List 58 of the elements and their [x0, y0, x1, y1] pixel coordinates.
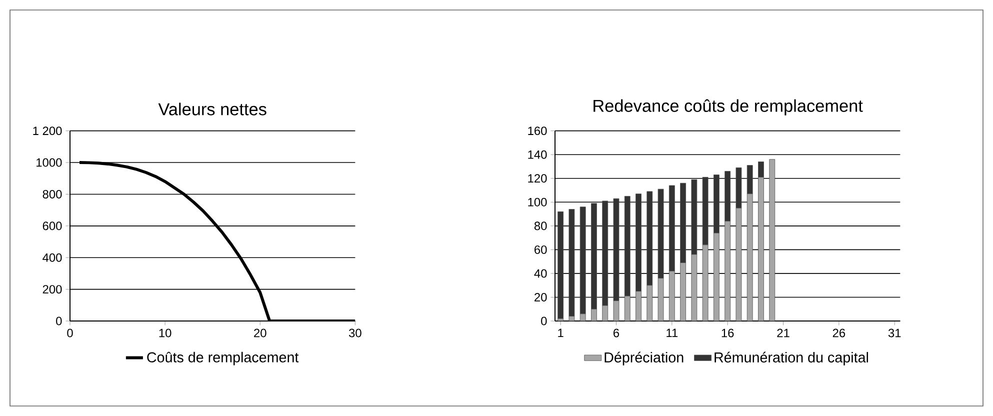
x-tick-label: 30	[348, 328, 362, 338]
y-tick-label: 140	[528, 150, 547, 159]
bar	[736, 167, 742, 208]
bar	[624, 196, 630, 296]
y-tick-label: 20	[534, 293, 547, 302]
bar	[724, 171, 731, 222]
x-tick-label: 0	[67, 328, 73, 338]
chart-title: Valeurs nettes	[158, 102, 266, 116]
x-tick-label: 31	[888, 328, 901, 338]
bar	[714, 174, 720, 234]
y-tick-label: 1000	[36, 158, 62, 167]
bar	[568, 209, 575, 316]
y-tick-label: 100	[528, 198, 547, 206]
x-tick-label: 1	[558, 328, 564, 337]
y-tick-label: 200	[42, 285, 62, 294]
bar	[668, 270, 675, 321]
bar	[658, 188, 664, 278]
bar	[636, 194, 642, 292]
x-tick-label: 21	[777, 328, 790, 338]
y-tick-label: 0	[541, 316, 547, 326]
bar	[580, 206, 586, 314]
bar	[758, 176, 764, 321]
bar	[668, 185, 675, 272]
x-tick-label: 26	[832, 328, 846, 338]
y-tick-label: 160	[528, 126, 547, 136]
bar	[613, 198, 620, 301]
x-tick-label: 16	[722, 328, 734, 338]
legend-label: Dépréciation	[604, 352, 684, 366]
y-tick-label: 80	[534, 222, 547, 230]
bar	[758, 162, 764, 178]
y-tick-label: 400	[42, 253, 62, 262]
y-tick-label: 800	[42, 190, 62, 198]
x-tick-label: 10	[159, 328, 172, 338]
bar	[646, 191, 653, 286]
bar	[714, 232, 720, 321]
bar	[724, 220, 731, 321]
bar	[591, 203, 597, 310]
chart-title: Redevance coûts de remplacement	[594, 99, 863, 116]
x-tick-label: 6	[614, 328, 620, 338]
legend-label: Coûts de remplacement	[147, 352, 299, 366]
x-tick-label: 11	[666, 328, 678, 337]
bar	[680, 262, 686, 321]
bar	[602, 200, 608, 306]
y-tick-label: 60	[534, 245, 547, 254]
y-tick-label: 120	[528, 174, 547, 183]
bar	[746, 165, 753, 194]
bar	[702, 176, 708, 246]
bar	[680, 182, 686, 263]
legend-label: Rémunération du capital	[714, 352, 868, 366]
bar	[769, 159, 776, 321]
bar	[746, 194, 753, 321]
y-tick-label: 0	[56, 316, 62, 326]
y-tick-label: 40	[534, 269, 547, 278]
bar	[691, 179, 698, 255]
y-tick-label: 1 200	[33, 126, 62, 136]
y-tick-label: 600	[42, 222, 62, 230]
x-tick-label: 20	[254, 328, 266, 338]
bar	[646, 285, 653, 321]
